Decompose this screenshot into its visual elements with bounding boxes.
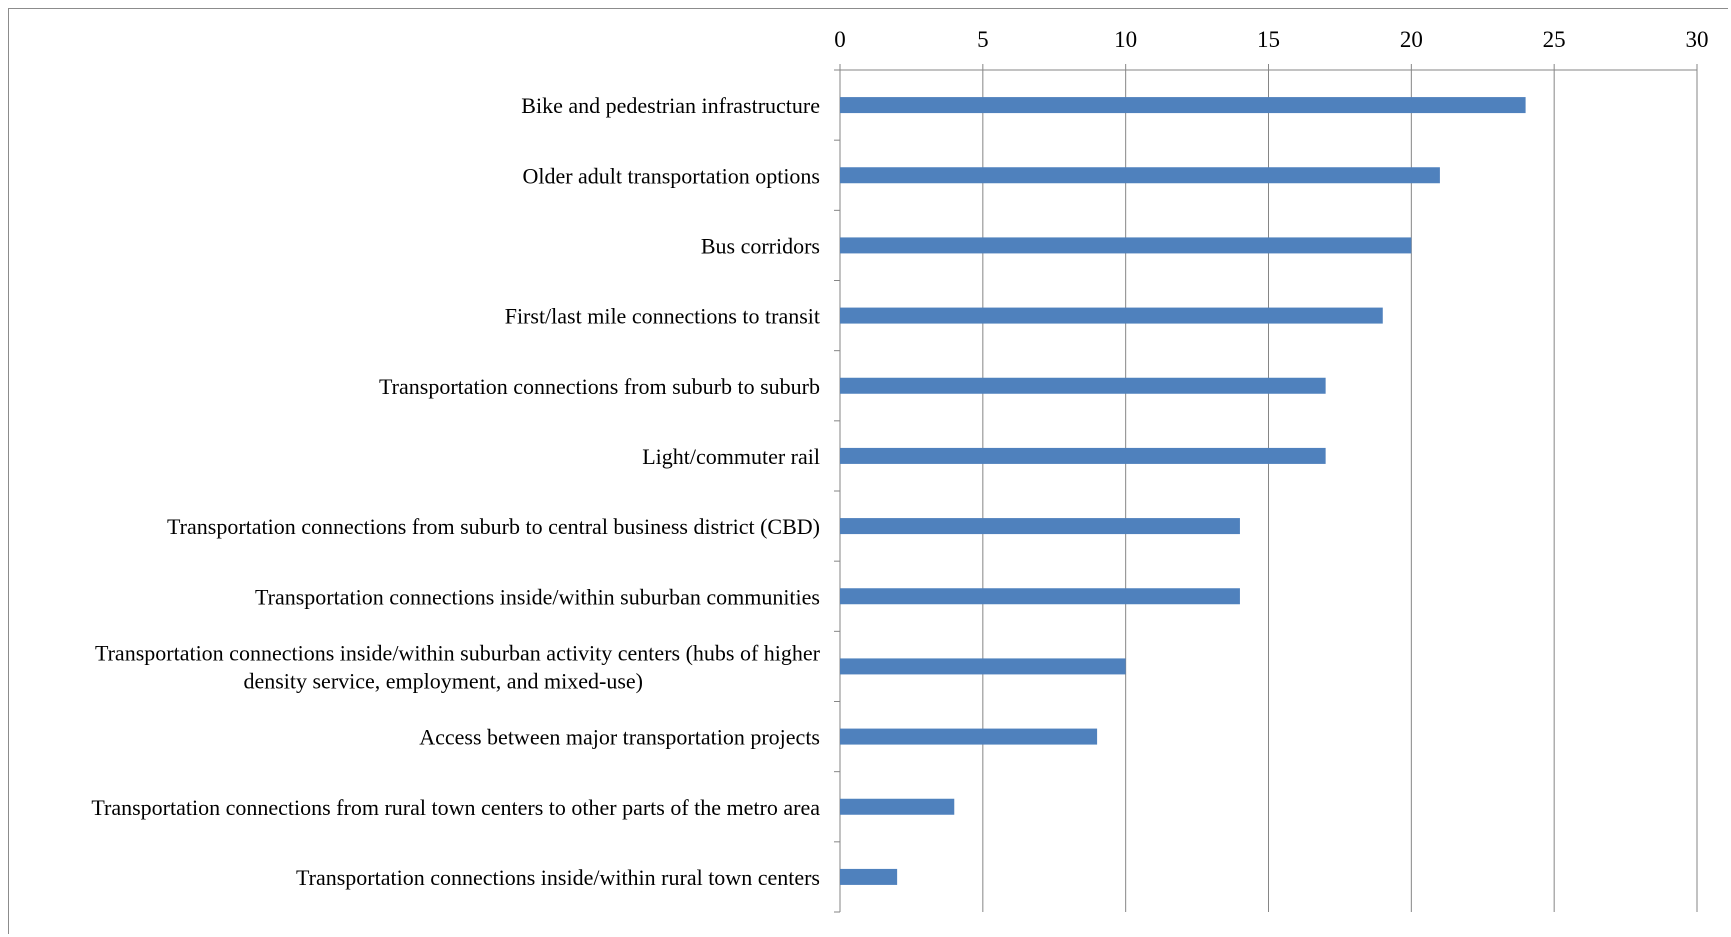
category-label: Transportation connections inside/within… bbox=[296, 865, 820, 890]
tick-label-5: 5 bbox=[977, 27, 989, 52]
bar bbox=[840, 588, 1240, 605]
value-axis bbox=[839, 64, 1698, 71]
gridlines bbox=[839, 70, 1698, 912]
bar bbox=[840, 798, 955, 815]
category-label: Transportation connections from rural to… bbox=[91, 795, 820, 820]
tick-label-15: 15 bbox=[1257, 27, 1280, 52]
category-label: Bus corridors bbox=[701, 233, 820, 258]
category-label: Transportation connections inside/within… bbox=[255, 584, 820, 609]
bar bbox=[840, 307, 1383, 324]
tick-label-20: 20 bbox=[1400, 27, 1423, 52]
bar bbox=[840, 447, 1326, 464]
bar bbox=[840, 237, 1412, 254]
tick-label-25: 25 bbox=[1543, 27, 1566, 52]
bar bbox=[840, 167, 1440, 184]
tick-label-10: 10 bbox=[1114, 27, 1137, 52]
bar bbox=[840, 518, 1240, 535]
tick-labels: 0 5 10 15 20 25 30 bbox=[834, 27, 1708, 52]
bar bbox=[840, 658, 1126, 675]
bar bbox=[840, 377, 1326, 394]
bar bbox=[840, 868, 898, 885]
category-label: Access between major transportation proj… bbox=[419, 725, 820, 750]
bars bbox=[840, 97, 1526, 885]
category-label: Older adult transportation options bbox=[522, 163, 820, 188]
chart-frame bbox=[8, 8, 1728, 934]
bar bbox=[840, 97, 1526, 114]
category-label: Transportation connections inside/within… bbox=[95, 640, 821, 693]
category-label: First/last mile connections to transit bbox=[505, 304, 820, 329]
category-labels: Bike and pedestrian infrastructure Older … bbox=[91, 93, 820, 890]
tick-label-30: 30 bbox=[1686, 27, 1709, 52]
category-label: Transportation connections from suburb t… bbox=[379, 374, 820, 399]
category-label: Transportation connections from suburb t… bbox=[167, 514, 820, 539]
tick-label-0: 0 bbox=[834, 27, 846, 52]
category-axis bbox=[834, 69, 841, 913]
category-label: Light/commuter rail bbox=[642, 444, 820, 469]
category-label: Bike and pedestrian infrastructure bbox=[521, 93, 820, 118]
bar bbox=[840, 728, 1098, 745]
